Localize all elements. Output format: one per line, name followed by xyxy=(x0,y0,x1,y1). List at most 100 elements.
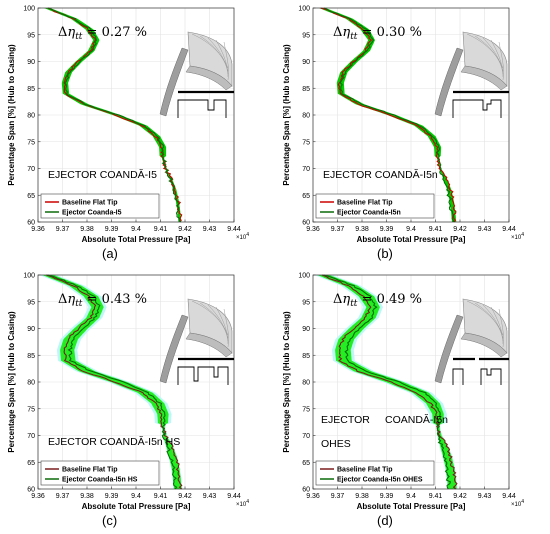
panel-caption: (c) xyxy=(102,513,118,528)
y-tick-label: 85 xyxy=(302,353,310,360)
x-axis-label: Absolute Total Pressure [Pa] xyxy=(82,502,191,511)
x-tick-label: 9.43 xyxy=(478,226,492,233)
legend: Baseline Flat Tip Ejector Coanda-I5 xyxy=(40,193,160,219)
blade-sketch-illustration xyxy=(159,298,233,384)
chart-panel: 9.36 9.37 9.38 9.39 9.4 9.41 9.42 9.43 9.44 60 65 7… xyxy=(0,0,275,267)
efficiency-delta-annotation: Δηtt = 0.43 % xyxy=(58,292,147,309)
blade-hatch xyxy=(223,41,229,81)
efficiency-delta-annotation: Δηtt = 0.30 % xyxy=(333,25,422,42)
legend: Baseline Flat Tip Ejector Coanda-I5n OHES xyxy=(315,460,435,486)
x-tick-label: 9.43 xyxy=(203,493,217,500)
efficiency-delta-annotation: Δηtt = 0.27 % xyxy=(58,25,147,42)
difference-band xyxy=(42,275,182,489)
y-tick-label: 65 xyxy=(27,193,35,200)
blade-hatch xyxy=(482,37,504,75)
blade-hatch xyxy=(490,39,504,78)
x-tick-label: 9.4 xyxy=(131,226,141,233)
x-tick-label: 9.38 xyxy=(80,493,94,500)
x-tick-label: 9.38 xyxy=(80,226,94,233)
x-tick-label: 9.36 xyxy=(306,493,320,500)
x-exponent-label: ×104 xyxy=(236,232,249,241)
y-tick-label: 60 xyxy=(27,220,35,227)
ejector-series-line xyxy=(323,7,454,223)
x-tick-label: 9.37 xyxy=(331,493,345,500)
legend-box xyxy=(40,193,160,219)
ejector-series-line xyxy=(48,7,182,223)
baseline-series-line xyxy=(47,7,183,223)
y-tick-label: 85 xyxy=(302,86,310,93)
x-axis-label: Absolute Total Pressure [Pa] xyxy=(357,235,466,244)
efficiency-delta-annotation: Δηtt = 0.49 % xyxy=(333,292,422,309)
tip-profile xyxy=(452,99,502,118)
y-tick-label: 75 xyxy=(302,406,310,413)
panel-caption: (b) xyxy=(377,246,393,261)
legend-box xyxy=(315,193,435,219)
y-tick-label: 75 xyxy=(302,139,310,146)
tip-profile-schematic xyxy=(452,357,509,385)
tip-profile xyxy=(480,368,502,385)
legend-entry: Baseline Flat Tip xyxy=(62,200,118,207)
blade-sketch-illustration xyxy=(159,31,233,117)
x-tick-label: 9.42 xyxy=(453,493,467,500)
x-tick-label: 9.44 xyxy=(227,226,241,233)
configuration-label: EJECTOR COANDĂ-I5n xyxy=(323,168,438,181)
x-tick-label: 9.42 xyxy=(178,493,192,500)
blade-hatch xyxy=(215,306,229,345)
y-tick-label: 80 xyxy=(302,113,310,120)
legend-entry: Baseline Flat Tip xyxy=(62,467,118,474)
y-tick-label: 90 xyxy=(302,59,310,66)
y-tick-label: 95 xyxy=(27,299,35,306)
y-tick-label: 70 xyxy=(302,166,310,173)
y-axis-label: Percentage Span [%] (Hub to Casing) xyxy=(282,44,291,186)
x-tick-label: 9.41 xyxy=(429,493,443,500)
blade-leading-edge xyxy=(434,47,464,117)
y-tick-label: 95 xyxy=(27,32,35,39)
x-tick-label: 9.4 xyxy=(406,493,416,500)
x-tick-label: 9.36 xyxy=(31,226,45,233)
blade-hatch xyxy=(498,308,504,348)
y-tick-label: 80 xyxy=(302,380,310,387)
x-tick-label: 9.39 xyxy=(380,226,394,233)
ejector-series-line xyxy=(47,274,178,490)
x-tick-label: 9.41 xyxy=(154,226,168,233)
blade-hatch xyxy=(207,37,229,75)
x-tick-label: 9.42 xyxy=(453,226,467,233)
y-tick-label: 90 xyxy=(302,326,310,333)
y-tick-label: 75 xyxy=(27,139,35,146)
baseline-series-line xyxy=(320,7,457,223)
blade-hatch xyxy=(223,308,229,348)
ejector-series-line xyxy=(323,274,452,490)
chart-panel: 9.36 9.37 9.38 9.39 9.4 9.41 9.42 9.43 9.44 60 65 7… xyxy=(275,0,550,267)
panel-caption: (a) xyxy=(102,246,118,261)
y-tick-label: 95 xyxy=(302,299,310,306)
x-tick-label: 9.36 xyxy=(31,493,45,500)
chart-svg: 9.36 9.37 9.38 9.39 9.4 9.41 9.42 9.43 9.44 60 65 7… xyxy=(7,273,249,512)
blade-shadow xyxy=(460,65,508,91)
difference-band xyxy=(317,275,457,489)
y-tick-label: 60 xyxy=(302,220,310,227)
blade-hatch xyxy=(215,39,229,78)
chart-svg: 9.36 9.37 9.38 9.39 9.4 9.41 9.42 9.43 9.44 60 65 7… xyxy=(282,273,524,512)
tip-profile xyxy=(177,99,227,118)
configuration-label: EJECTOR xyxy=(321,414,370,426)
x-tick-label: 9.42 xyxy=(178,226,192,233)
x-tick-label: 9.36 xyxy=(306,226,320,233)
legend-entry: Ejector Coanda-I5n OHES xyxy=(337,477,423,484)
y-tick-label: 80 xyxy=(27,380,35,387)
legend-entry: Baseline Flat Tip xyxy=(337,467,393,474)
y-tick-label: 90 xyxy=(27,326,35,333)
blade-leading-edge xyxy=(159,314,189,384)
y-tick-label: 70 xyxy=(27,433,35,440)
y-tick-label: 100 xyxy=(298,273,310,280)
blade-sketch-illustration xyxy=(434,298,508,384)
legend-entry: Ejector Coanda-I5n xyxy=(337,210,401,217)
y-tick-label: 65 xyxy=(27,460,35,467)
x-tick-label: 9.38 xyxy=(355,226,369,233)
x-tick-label: 9.4 xyxy=(131,493,141,500)
tip-profile-schematic xyxy=(452,90,509,118)
y-tick-label: 85 xyxy=(27,353,35,360)
y-axis-label: Percentage Span [%] (Hub to Casing) xyxy=(7,44,16,186)
x-tick-label: 9.37 xyxy=(331,226,345,233)
x-tick-label: 9.44 xyxy=(227,493,241,500)
x-exponent-label: ×104 xyxy=(511,232,524,241)
